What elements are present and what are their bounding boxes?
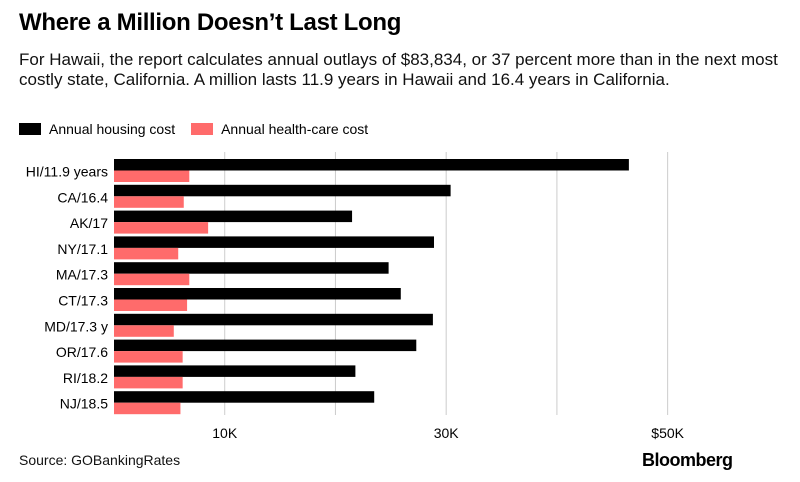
chart-title: Where a Million Doesn’t Last Long — [19, 9, 402, 36]
bar-health-care — [114, 247, 179, 260]
bar-health-care — [114, 325, 174, 337]
chart-subtitle: For Hawaii, the report calculates annual… — [19, 50, 778, 89]
legend-swatch-health — [191, 123, 214, 135]
category-label: HI/11.9 years — [26, 164, 108, 180]
bar-health-care — [114, 222, 209, 234]
category-label: CA/16.4 — [57, 189, 108, 205]
category-label: RI/18.2 — [63, 370, 108, 386]
legend-swatch-housing — [19, 123, 41, 135]
bar-housing — [114, 365, 356, 377]
bar-health-care — [114, 376, 183, 389]
bar-health-care — [114, 351, 183, 363]
bar-health-care — [114, 299, 188, 311]
bar-housing — [114, 391, 375, 403]
bar-health-care — [114, 402, 181, 415]
legend-item-health: Annual health-care cost — [191, 121, 368, 137]
category-label: AK/17 — [70, 215, 108, 231]
bar-housing — [114, 159, 629, 171]
category-label: NJ/18.5 — [60, 396, 108, 412]
legend-label-health: Annual health-care cost — [221, 121, 369, 137]
bloomberg-logo: Bloomberg — [642, 450, 733, 470]
x-tick-label: $50K — [651, 425, 684, 441]
bar-housing — [114, 210, 353, 223]
legend-item-housing: Annual housing cost — [19, 121, 175, 137]
category-label: MD/17.3 y — [44, 318, 108, 334]
bar-housing — [114, 184, 451, 197]
bar-housing — [114, 236, 435, 248]
bar-housing — [114, 262, 389, 274]
category-label: CT/17.3 — [58, 293, 108, 309]
x-tick-label: 10K — [212, 425, 238, 441]
category-label: MA/17.3 — [56, 267, 108, 283]
bar-health-care — [114, 273, 190, 286]
legend-label-housing: Annual housing cost — [49, 121, 176, 137]
bar-housing — [114, 313, 433, 326]
source-note: Source: GOBankingRates — [19, 452, 181, 468]
bar-health-care — [114, 196, 184, 208]
x-tick-label: 30K — [434, 425, 460, 441]
legend: Annual housing cost Annual health-care c… — [19, 121, 384, 137]
bar-health-care — [114, 170, 190, 182]
bar-housing — [114, 288, 401, 300]
bar-housing — [114, 339, 417, 352]
category-label: OR/17.6 — [56, 344, 108, 360]
category-label: NY/17.1 — [57, 241, 108, 257]
